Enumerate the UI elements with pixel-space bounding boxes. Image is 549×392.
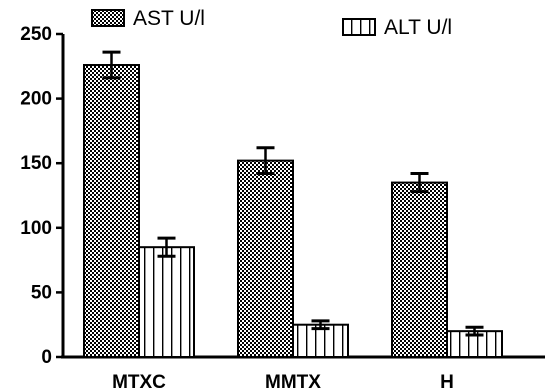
bar-mmtx-s1 [292, 323, 349, 359]
bar-mtxc-s1 [138, 246, 195, 358]
y-tick-label-4: 200 [20, 89, 52, 110]
legend: AST U/l ALT U/l [91, 7, 452, 39]
legend-label-s1: ALT U/l [384, 16, 452, 39]
y-tick-label-5: 250 [20, 24, 52, 45]
legend-swatch-s0 [91, 9, 125, 27]
bars [83, 50, 503, 359]
y-tick-label-2: 100 [20, 218, 52, 239]
y-tick-label-0: 0 [41, 347, 52, 368]
bar-mtxc-s0 [83, 64, 140, 359]
y-tick-label-3: 150 [20, 153, 52, 174]
category-label-h: H [440, 372, 454, 392]
legend-swatch-s1 [342, 18, 376, 36]
category-label-mtxc: MTXC [112, 372, 166, 392]
category-label-mmtx: MMTX [265, 372, 321, 392]
bar-mmtx-s0 [237, 159, 294, 358]
y-tick-label-1: 50 [31, 282, 52, 303]
bar-h-s0 [391, 181, 448, 358]
legend-label-s0: AST U/l [133, 7, 205, 30]
